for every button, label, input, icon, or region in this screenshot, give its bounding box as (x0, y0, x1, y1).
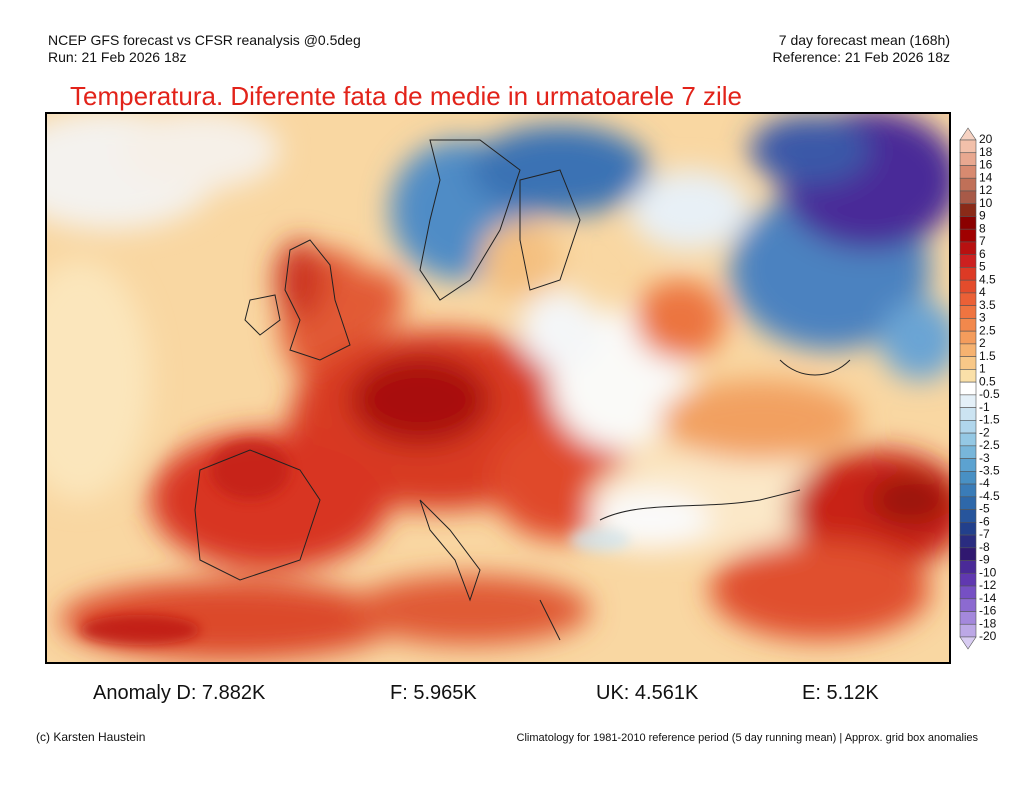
colorbar-box (959, 305, 977, 319)
anomaly-f: F: 5.965K (390, 682, 477, 704)
colorbar-box (959, 381, 977, 396)
colorbar-label: -3 (979, 451, 990, 465)
colorbar-label: 12 (979, 183, 993, 197)
colorbar-label: -4.5 (979, 489, 1000, 503)
colorbar-label: -10 (979, 565, 997, 579)
colorbar-box (959, 241, 977, 255)
colorbar-box (959, 152, 977, 166)
colorbar-label: -1.5 (979, 413, 1000, 427)
colorbar-box (959, 279, 977, 294)
anomaly-d: Anomaly D: 7.882K (93, 682, 266, 704)
footer-right: Climatology for 1981-2010 reference peri… (517, 732, 979, 744)
colorbar-label: 0.5 (979, 374, 996, 388)
colorbar-box (959, 585, 977, 600)
colorbar-label: -7 (979, 527, 990, 541)
colorbar-label: 8 (979, 221, 986, 235)
colorbar-top-triangle (959, 127, 977, 141)
colorbar-box (959, 292, 977, 306)
colorbar-label: -2 (979, 425, 990, 439)
anomaly-uk: UK: 4.561K (596, 682, 699, 704)
colorbar-label: 5 (979, 260, 986, 274)
colorbar-box (959, 547, 977, 561)
colorbar-box (959, 203, 977, 217)
colorbar-box (959, 623, 977, 638)
colorbar-label: -14 (979, 591, 997, 605)
colorbar-label: 14 (979, 170, 993, 184)
colorbar-label: 4 (979, 285, 986, 299)
colorbar-label: 2.5 (979, 323, 996, 337)
header-right-1: 7 day forecast mean (168h) (779, 32, 950, 48)
colorbar-label: -4 (979, 476, 990, 490)
map (46, 113, 950, 663)
colorbar-label: -5 (979, 502, 990, 516)
map-frame (45, 112, 951, 664)
colorbar-label: 1.5 (979, 349, 996, 363)
header-right-2: Reference: 21 Feb 2026 18z (773, 49, 950, 65)
colorbar-label: 3 (979, 311, 986, 325)
colorbar-box (959, 356, 977, 370)
coastlines (194, 139, 851, 641)
colorbar-box (959, 254, 977, 268)
footer-left: (c) Karsten Haustein (36, 730, 145, 744)
colorbar-box (959, 165, 977, 179)
colorbar-box (959, 267, 977, 281)
colorbar-box (959, 483, 977, 498)
title: Temperatura. Diferente fata de medie in … (70, 81, 742, 111)
colorbar-box (959, 343, 977, 357)
colorbar-label: 1 (979, 362, 986, 376)
colorbar-label: -20 (979, 629, 997, 643)
colorbar-box (959, 420, 977, 434)
colorbar-label: -2.5 (979, 438, 1000, 452)
colorbar-label: 9 (979, 209, 986, 223)
colorbar-label: 7 (979, 234, 986, 248)
colorbar-label: 3.5 (979, 298, 996, 312)
colorbar-box (959, 598, 977, 612)
colorbar-box (959, 560, 977, 574)
colorbar-label: 16 (979, 158, 993, 172)
colorbar-label: -8 (979, 540, 990, 554)
anomaly-e: E: 5.12K (802, 682, 879, 704)
colorbar-label: -16 (979, 604, 997, 618)
colorbar-label: 2 (979, 336, 986, 350)
colorbar-box (959, 139, 977, 154)
colorbar-box (959, 216, 977, 230)
colorbar-box (959, 228, 977, 243)
colorbar-box (959, 318, 977, 332)
colorbar-box (959, 407, 977, 421)
colorbar-bottom-triangle (959, 636, 977, 650)
colorbar-box (959, 369, 977, 383)
colorbar-label: -12 (979, 578, 997, 592)
colorbar-box (959, 522, 977, 536)
colorbar-box (959, 190, 977, 205)
colorbar-label: -1 (979, 400, 990, 414)
colorbar-label: -6 (979, 514, 990, 528)
colorbar-label: 10 (979, 196, 993, 210)
colorbar-box (959, 471, 977, 485)
colorbar-box (959, 394, 977, 408)
colorbar-box (959, 611, 977, 625)
colorbar-box (959, 509, 977, 523)
colorbar-box (959, 432, 977, 447)
colorbar-box (959, 445, 977, 459)
header-left-2: Run: 21 Feb 2026 18z (48, 49, 187, 65)
colorbar-box (959, 458, 977, 472)
header-left-1: NCEP GFS forecast vs CFSR reanalysis @0.… (48, 32, 361, 48)
colorbar-label: -9 (979, 553, 990, 567)
colorbar-box (959, 496, 977, 510)
colorbar-label: -0.5 (979, 387, 1000, 401)
colorbar-box (959, 572, 977, 587)
colorbar: 201816141210987654.543.532.521.510.5-0.5… (959, 127, 1000, 650)
colorbar-label: 20 (979, 132, 993, 146)
colorbar-label: 4.5 (979, 272, 996, 286)
colorbar-box (959, 177, 977, 192)
colorbar-label: 6 (979, 247, 986, 261)
colorbar-box (959, 534, 977, 549)
colorbar-label: -18 (979, 616, 997, 630)
colorbar-box (959, 330, 977, 345)
colorbar-label: 18 (979, 145, 993, 159)
colorbar-label: -3.5 (979, 464, 1000, 478)
